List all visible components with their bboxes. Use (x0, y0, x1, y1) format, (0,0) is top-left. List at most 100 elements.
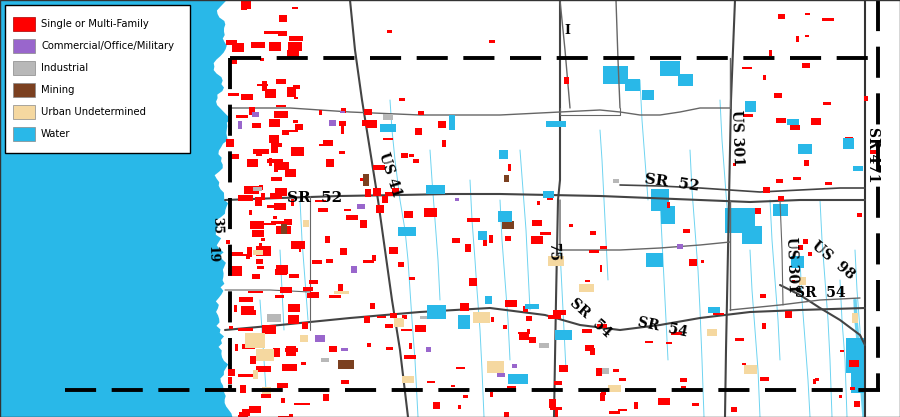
Bar (363, 173, 369, 186)
Bar (383, 138, 393, 140)
Bar (275, 188, 287, 196)
Bar (387, 30, 392, 33)
Bar (256, 246, 271, 256)
Text: SR  54: SR 54 (566, 296, 614, 340)
Bar (460, 303, 469, 311)
Bar (248, 291, 263, 293)
Bar (228, 268, 242, 276)
Text: I: I (564, 23, 570, 37)
Bar (239, 385, 246, 393)
Bar (546, 121, 566, 127)
Bar (608, 385, 621, 392)
Bar (294, 96, 298, 99)
Bar (364, 109, 372, 116)
Bar (791, 256, 805, 268)
Bar (426, 185, 446, 194)
Bar (250, 221, 264, 229)
Bar (526, 329, 530, 334)
Bar (261, 238, 265, 241)
Bar (745, 101, 755, 112)
Bar (458, 405, 461, 409)
Bar (236, 115, 248, 118)
Bar (642, 90, 654, 100)
Bar (735, 338, 743, 341)
Text: US 301: US 301 (784, 237, 800, 293)
Bar (242, 344, 255, 349)
Bar (391, 313, 397, 318)
Bar (776, 179, 783, 183)
Bar (357, 204, 364, 209)
Text: US 41: US 41 (376, 151, 404, 199)
Bar (418, 111, 424, 115)
Bar (536, 201, 540, 205)
Bar (451, 385, 455, 387)
Bar (478, 231, 487, 240)
Bar (13, 105, 35, 119)
Bar (487, 361, 504, 373)
Bar (456, 367, 464, 369)
Bar (363, 260, 374, 263)
Bar (346, 215, 358, 220)
Bar (518, 332, 528, 334)
Bar (792, 280, 795, 284)
Bar (398, 227, 416, 236)
Bar (600, 393, 606, 401)
Bar (260, 58, 264, 61)
Bar (318, 208, 328, 212)
Bar (760, 377, 770, 381)
Bar (234, 305, 238, 312)
Bar (278, 416, 292, 417)
Bar (824, 182, 832, 185)
Text: Water: Water (41, 129, 70, 139)
Bar (13, 83, 35, 97)
Bar (293, 85, 301, 89)
Bar (549, 399, 555, 408)
Bar (302, 322, 308, 329)
Bar (366, 121, 376, 128)
Bar (286, 50, 299, 59)
Bar (554, 410, 558, 417)
Text: Mining: Mining (41, 85, 75, 95)
Bar (328, 120, 336, 126)
Bar (285, 346, 295, 356)
Bar (683, 229, 690, 234)
Bar (590, 348, 595, 354)
Bar (262, 387, 271, 394)
Bar (382, 196, 388, 203)
Bar (840, 395, 842, 398)
Bar (251, 42, 265, 48)
Bar (409, 277, 415, 280)
Bar (398, 262, 404, 267)
Bar (307, 293, 316, 299)
Bar (13, 127, 35, 141)
Bar (742, 114, 753, 117)
Bar (742, 362, 746, 365)
Bar (497, 373, 505, 377)
Bar (853, 166, 863, 171)
Bar (508, 374, 527, 384)
Bar (551, 407, 562, 410)
Bar (256, 259, 264, 264)
Bar (772, 204, 788, 216)
Bar (490, 392, 493, 397)
Bar (525, 304, 539, 309)
Bar (373, 166, 384, 170)
Bar (262, 81, 267, 91)
Bar (13, 17, 35, 31)
Bar (518, 334, 529, 340)
Bar (273, 216, 276, 219)
Bar (449, 116, 454, 130)
Bar (253, 43, 256, 48)
Bar (785, 311, 792, 319)
Bar (281, 397, 285, 403)
Bar (247, 344, 256, 348)
Bar (256, 197, 262, 206)
Bar (564, 77, 570, 84)
Bar (323, 141, 333, 146)
Bar (508, 164, 511, 171)
Bar (424, 208, 436, 216)
Bar (554, 310, 566, 315)
Bar (276, 265, 288, 274)
Bar (670, 332, 682, 335)
Bar (238, 121, 242, 129)
